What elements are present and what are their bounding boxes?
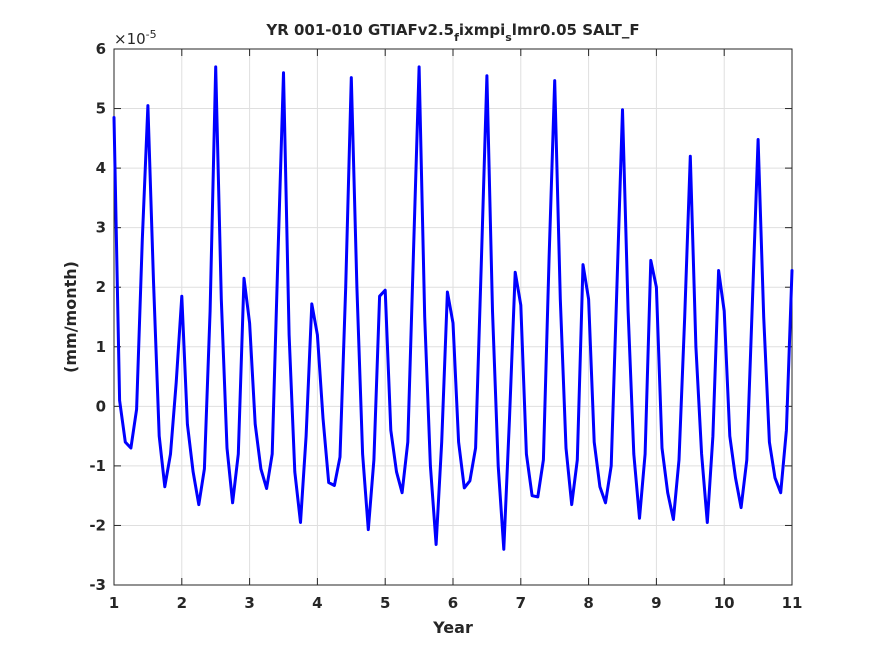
chart-title: YR 001-010 GTIAFv2.5fixmpislmr0.05 SALT_…: [265, 21, 639, 44]
y-tick-label: 3: [96, 219, 106, 237]
y-tick-label: 1: [96, 338, 106, 356]
x-tick-labels: 1 2 3 4 5 6 7 8 9 10 11: [109, 594, 803, 612]
y-tick-label: -1: [89, 457, 106, 475]
x-axis-label: Year: [432, 618, 473, 637]
y-exponent-label: ×10-5: [114, 28, 157, 48]
x-tick-label: 8: [583, 594, 593, 612]
x-tick-label: 2: [177, 594, 187, 612]
x-tick-label: 1: [109, 594, 119, 612]
y-tick-label: 4: [96, 159, 106, 177]
ticks: [113, 48, 793, 586]
y-tick-label: 5: [96, 100, 106, 118]
y-tick-label: 2: [96, 278, 106, 296]
x-tick-label: 6: [448, 594, 458, 612]
y-tick-label: 6: [96, 40, 106, 58]
series-line-0: [112, 65, 794, 551]
x-tick-label: 3: [244, 594, 254, 612]
y-tick-label: 0: [96, 397, 106, 415]
x-tick-label: 10: [714, 594, 735, 612]
y-tick-label: -2: [89, 516, 106, 534]
series-group: [112, 65, 794, 551]
x-tick-label: 11: [782, 594, 803, 612]
y-tick-labels: -3 -2 -1 0 1 2 3 4 5 6: [89, 40, 106, 594]
y-axis-label: (mm/month): [61, 261, 80, 373]
x-tick-label: 9: [651, 594, 661, 612]
x-tick-label: 4: [312, 594, 322, 612]
x-tick-label: 5: [380, 594, 390, 612]
x-tick-label: 7: [516, 594, 526, 612]
y-tick-label: -3: [89, 576, 106, 594]
